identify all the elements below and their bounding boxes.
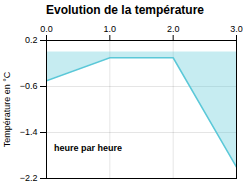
svg-text:Température en °C: Température en °C — [2, 71, 12, 147]
svg-text:2.0: 2.0 — [167, 24, 180, 34]
html-text:Evolution de la température: Evolution de la température — [46, 3, 204, 17]
svg-text:−1.4: −1.4 — [20, 127, 38, 137]
svg-text:3.0: 3.0 — [230, 24, 243, 34]
svg-text:−0.6: −0.6 — [20, 81, 38, 91]
svg-text:1.0: 1.0 — [104, 24, 117, 34]
svg-text:0.0: 0.0 — [40, 24, 53, 34]
svg-text:heure par heure: heure par heure — [54, 143, 122, 153]
svg-text:0.2: 0.2 — [25, 35, 38, 45]
svg-text:−2.2: −2.2 — [20, 173, 38, 183]
